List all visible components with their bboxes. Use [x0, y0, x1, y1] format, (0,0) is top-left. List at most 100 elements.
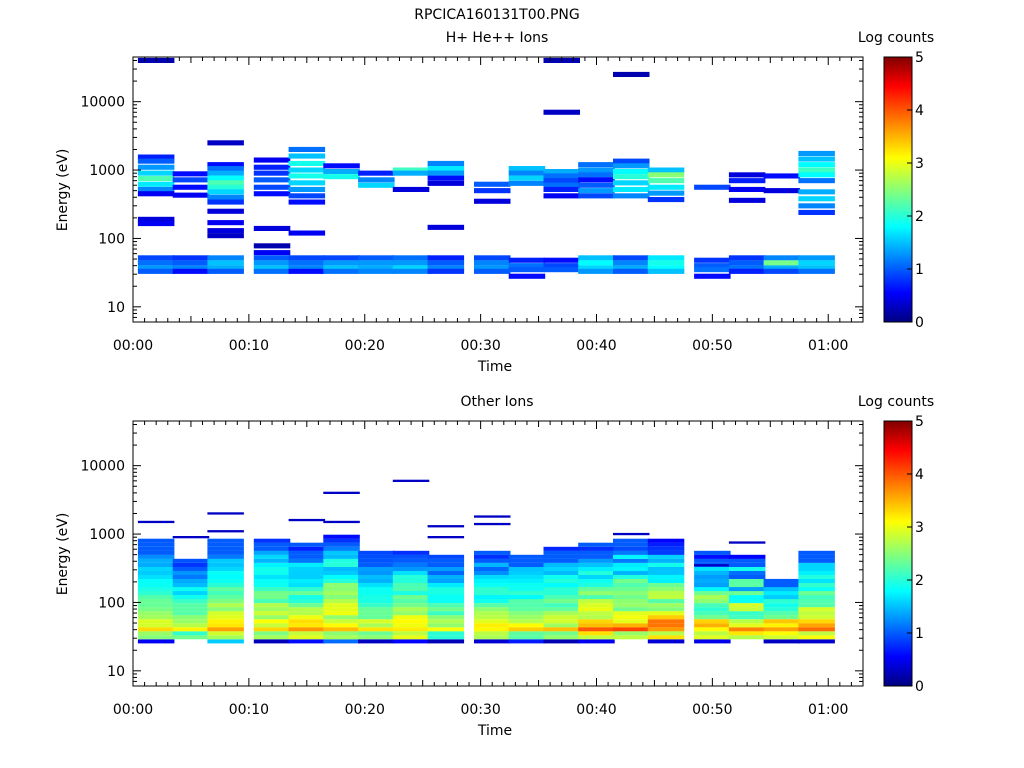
heatmap-cell — [694, 554, 731, 559]
heatmap-cell — [798, 162, 835, 168]
heatmap-cell — [427, 554, 465, 559]
heatmap-cell — [578, 635, 615, 640]
heatmap-cell — [798, 203, 835, 209]
heatmap-cell — [763, 188, 801, 194]
heatmap-cell — [474, 515, 511, 518]
heatmap-cell — [207, 180, 244, 186]
heatmap-cell — [543, 267, 580, 273]
heatmap-cell — [474, 268, 511, 274]
heatmap-cell — [427, 578, 465, 583]
heatmap-cell — [763, 631, 801, 636]
heatmap-cell — [508, 570, 546, 575]
heatmap-cell — [647, 595, 685, 600]
heatmap-cell — [474, 619, 511, 624]
axes: 00:00 00:10 00:20 00:30 00:40 00:50 01:00 10 100… — [80, 420, 864, 718]
heatmap-cell — [728, 260, 766, 266]
heatmap-cell — [137, 595, 175, 600]
heatmap-cell — [358, 265, 395, 271]
y-tick-label: 100 — [98, 595, 125, 611]
heatmap-cell — [253, 177, 291, 183]
heatmap-cell — [288, 146, 326, 152]
heatmap-cell — [543, 578, 580, 583]
heatmap-cell — [798, 631, 835, 636]
heatmap-cell — [253, 615, 291, 620]
heatmap-cell — [392, 268, 430, 274]
heatmap-cell — [543, 182, 580, 188]
heatmap-cell — [763, 603, 801, 608]
heatmap-cell — [323, 542, 360, 547]
heatmap-cell — [427, 260, 465, 266]
heatmap-cell — [137, 546, 175, 551]
heatmap-cell — [358, 603, 395, 608]
heatmap-cell — [207, 199, 244, 205]
heatmap-cell — [798, 209, 835, 215]
heatmap-cell — [508, 574, 546, 579]
heatmap-cell — [137, 154, 175, 160]
heatmap-cell — [207, 578, 244, 583]
heatmap-cells — [137, 479, 835, 644]
heatmap-cell — [427, 255, 465, 261]
heatmap-cell — [137, 216, 175, 222]
heatmap-cell — [358, 260, 395, 266]
heatmap-cell — [613, 615, 650, 620]
heatmap-cell — [288, 562, 326, 567]
heatmap-cell — [647, 583, 685, 588]
heatmap-cell — [172, 615, 210, 620]
heatmap-cell — [647, 578, 685, 583]
heatmap-cell — [392, 639, 430, 644]
heatmap-cell — [137, 520, 175, 524]
heatmap-cell — [253, 255, 291, 261]
heatmap-cell — [172, 635, 210, 640]
heatmap-cell — [543, 599, 580, 604]
heatmap-cell — [207, 208, 244, 214]
heatmap-cell — [508, 554, 546, 559]
heatmap-cell — [392, 570, 430, 575]
heatmap-cell — [508, 558, 546, 563]
heatmap-cell — [798, 587, 835, 592]
heatmap-cell — [427, 224, 465, 230]
heatmap-cell — [137, 587, 175, 592]
heatmap-cell — [137, 635, 175, 640]
heatmap-cell — [288, 199, 326, 205]
heatmap-cell — [613, 635, 650, 640]
heatmap-cell — [427, 635, 465, 640]
heatmap-cell — [172, 260, 210, 266]
heatmap-cell — [172, 623, 210, 628]
heatmap-cell — [798, 566, 835, 571]
heatmap-cell — [392, 607, 430, 612]
heatmap-cell — [392, 186, 430, 192]
heatmap-cell — [798, 260, 835, 266]
heatmap-cell — [288, 173, 326, 179]
x-tick-label: 00:40 — [576, 338, 616, 354]
heatmap-cell — [543, 558, 580, 563]
heatmap-cell — [613, 532, 650, 536]
heatmap-cell — [543, 615, 580, 620]
heatmap-cell — [392, 595, 430, 600]
heatmap-cell — [763, 587, 801, 592]
heatmap-cell — [358, 566, 395, 571]
heatmap-cell — [323, 570, 360, 575]
heatmap-cell — [253, 558, 291, 563]
heatmap-cell — [763, 173, 801, 179]
heatmap-cell — [508, 639, 546, 644]
heatmap-cell — [578, 615, 615, 620]
heatmap-cell — [392, 587, 430, 592]
heatmap-cell — [474, 188, 511, 194]
heatmap-cell — [613, 583, 650, 588]
heatmap-cell — [323, 566, 360, 571]
heatmap-cell — [578, 611, 615, 616]
heatmap-cell — [253, 542, 291, 547]
heatmap-cell — [798, 172, 835, 178]
heatmap-cell — [137, 538, 175, 543]
heatmap-cell — [543, 631, 580, 636]
heatmap-cell — [543, 257, 580, 263]
x-tick-label: 00:00 — [113, 338, 153, 354]
heatmap-cell — [288, 607, 326, 612]
heatmap-cell — [172, 536, 210, 539]
other-ions-spectrogram: Other Ions Log counts Time Energy (eV) 0… — [55, 394, 934, 739]
heatmap-cell — [253, 599, 291, 604]
heatmap-cell — [427, 160, 465, 166]
heatmap-cell — [172, 558, 210, 563]
heatmap-cell — [763, 578, 801, 583]
heatmap-cell — [578, 268, 615, 274]
